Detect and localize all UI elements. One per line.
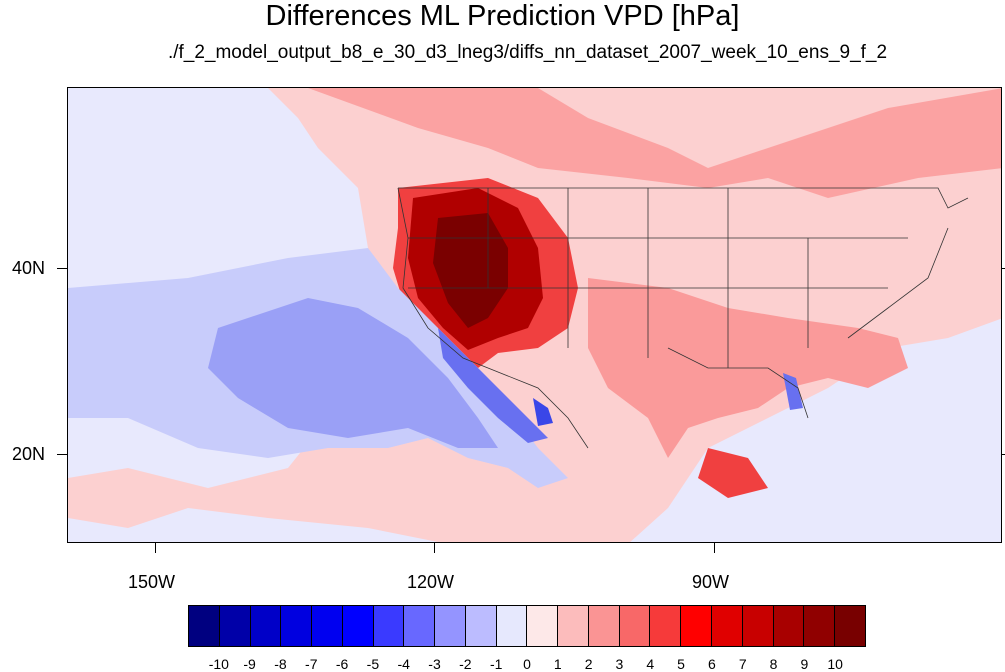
lon-label-90w: 90W [692,572,730,592]
colorbar-label: -4 [397,656,410,672]
colorbar-label: 3 [615,656,624,672]
colorbar-swatch [742,606,774,646]
colorbar-swatch [650,606,682,646]
colorbar [188,605,866,647]
lat-tick-20n-left [57,454,67,455]
lat-tick-40n-left [57,268,67,269]
colorbar-label: 6 [708,656,716,672]
colorbar-swatch [435,606,466,646]
colorbar-swatch [312,606,343,646]
colorbar-label: 2 [584,656,593,672]
colorbar-label: 8 [769,656,778,672]
colorbar-swatch [527,606,559,646]
colorbar-swatch [404,606,436,646]
colorbar-label: -10 [208,656,229,672]
lon-tick-90w [714,543,715,553]
colorbar-swatch [681,606,713,646]
political-boundaries [397,187,969,449]
colorbar-swatch [773,606,805,646]
caribbean-red-spot [698,448,768,498]
map-title: Differences ML Prediction VPD [hPa] [265,0,740,32]
colorbar-label: -8 [274,656,287,672]
colorbar-swatch [712,606,743,646]
colorbar-swatch [558,606,589,646]
colorbar-swatch [342,606,374,646]
colorbar-label: -6 [335,656,349,672]
vpd-difference-field [68,88,1001,542]
map-subtitle: ./f_2_model_output_b8_e_30_d3_lneg3/diff… [167,42,888,63]
florida-blue [783,373,803,410]
canada-mid-red [308,88,1001,198]
lon-label-150w: 150W [128,572,176,592]
colorbar-label: -5 [366,656,380,672]
lat-label-40n: 40N [12,258,46,278]
lat-label-20n: 20N [12,444,46,464]
map-plot-area [67,87,1002,543]
colorbar-label: 9 [800,656,809,672]
colorbar-swatch [250,606,282,646]
colorbar-label: 7 [738,656,747,672]
coastal-blue [438,328,548,443]
colorbar-label: 5 [677,656,685,672]
colorbar-label: -2 [459,656,472,672]
lat-tick-20n-right [1002,454,1005,455]
colorbar-swatch [281,606,313,646]
baja-deep-blue [533,398,553,426]
colorbar-swatch [588,606,620,646]
colorbar-swatch [465,606,497,646]
pacific-mid-blue [208,298,498,448]
colorbar-label: 1 [553,656,562,672]
colorbar-label: 0 [523,656,531,672]
lat-tick-40n-right [1002,268,1005,269]
lon-tick-120w [434,543,435,553]
colorbar-label: 4 [646,656,655,672]
colorbar-label: 10 [827,656,843,672]
colorbar-swatch [496,606,528,646]
colorbar-swatch [189,606,220,646]
colorbar-swatch [835,606,865,646]
colorbar-label: -9 [243,656,256,672]
colorbar-label: -1 [489,656,503,672]
colorbar-label: -3 [428,656,441,672]
colorbar-label: -7 [305,656,318,672]
colorbar-swatch [619,606,651,646]
colorbar-swatch [373,606,405,646]
lon-label-120w: 120W [407,572,455,592]
colorbar-swatch [219,606,251,646]
western-us-darkest-red [433,213,508,328]
lon-tick-150w [155,543,156,553]
colorbar-swatch [804,606,836,646]
